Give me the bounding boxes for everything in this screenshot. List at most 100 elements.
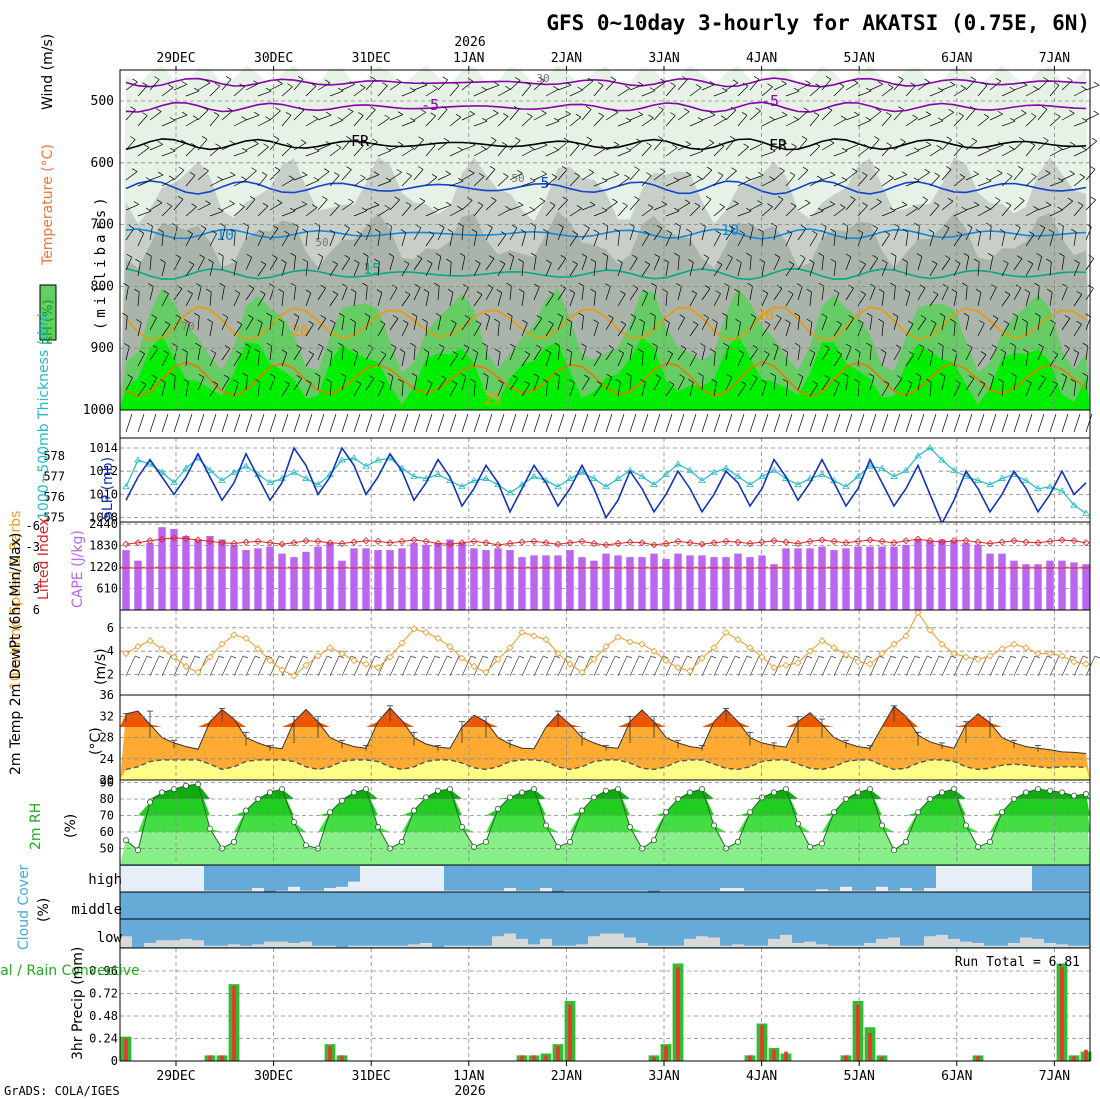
cloud-level-label: high (88, 872, 122, 888)
wind-barb-flag (151, 314, 157, 318)
wind-barb-flag (694, 202, 701, 207)
thickness-point (1022, 476, 1030, 483)
cloud-high-bar (192, 866, 204, 892)
cloud-low-bar (588, 936, 600, 947)
wind-barb (341, 286, 348, 301)
wind-barb (965, 204, 980, 211)
cloud-low-bar (720, 945, 732, 947)
wind-barb (737, 210, 752, 217)
wind-barb (1001, 323, 1010, 337)
wind-barb (269, 169, 281, 181)
wind-barb (701, 257, 709, 271)
wind-barb-flag (172, 343, 178, 347)
wind-tick-label: 2 (107, 668, 114, 682)
lifted-index-point (638, 539, 646, 547)
lifted-index-point (602, 541, 610, 549)
rh-point (699, 786, 706, 793)
wind-barb-flag (199, 254, 205, 258)
cloud-high-bar (1080, 890, 1092, 892)
wind-barb (437, 286, 440, 301)
wind-barb (989, 80, 1002, 91)
wind-barb-flag (1024, 289, 1030, 293)
wind-barb-flag (541, 141, 548, 146)
wind-barb-flag (906, 380, 913, 384)
wind-barb-flag (214, 82, 221, 87)
wind-barb (557, 226, 564, 241)
wind-barb-flag (130, 136, 136, 140)
wind10-point (890, 640, 898, 648)
isotherm-minus10 (125, 77, 1087, 88)
wind-barb (665, 233, 672, 247)
wind-barb (233, 293, 241, 307)
wind-barb-flag (700, 343, 706, 347)
wind-barb-flag (249, 195, 256, 200)
wind-barb-flag (332, 260, 338, 265)
wind-barb (269, 316, 272, 331)
wind-barb-flag (661, 201, 668, 205)
wind-barb-flag (902, 228, 909, 233)
wind-barb (1025, 116, 1037, 127)
cape-bar (974, 544, 982, 610)
wind-barb (977, 116, 990, 127)
wind-barb-flag (181, 111, 188, 116)
cloud-high-bar (468, 890, 480, 892)
wind-10m-barb (401, 655, 412, 677)
slp-tick-label: 1012 (89, 464, 118, 478)
cloud-low-bar (840, 945, 852, 947)
wind-10m-barb-flag (866, 655, 873, 659)
cloud-low-bar (636, 942, 648, 947)
wind-barb (125, 286, 129, 301)
wind-barb (677, 286, 682, 301)
wind-barb-flag (793, 116, 799, 120)
wind-barb (521, 116, 533, 127)
wind-barb-flag (874, 136, 880, 140)
wind-barb (833, 180, 847, 187)
precip-conv-bar (880, 1057, 884, 1061)
wind-10m-barb (881, 655, 892, 677)
wind-barb (581, 172, 594, 181)
wind-barb (341, 201, 354, 211)
wind-barb (245, 317, 254, 331)
wind-barb (833, 354, 843, 367)
wind-barb (581, 346, 587, 361)
wind-barb-flag (455, 113, 462, 118)
wind10-point (830, 644, 838, 652)
wind-10m-barb (641, 655, 652, 677)
cape-bar (554, 555, 562, 610)
wind-barb (281, 145, 293, 157)
wind-barb (425, 234, 435, 247)
lifted-index-point (134, 539, 142, 547)
wind-barb-flag (769, 116, 775, 121)
wind-barb-flag (263, 143, 269, 148)
wind-barb (221, 143, 235, 151)
date-label-top: 31DEC (352, 51, 391, 66)
wind-barb (617, 88, 630, 97)
wind-barb-flag (477, 201, 484, 206)
wind-barb-flag (963, 313, 970, 317)
wind-barb (785, 264, 795, 277)
wind-barb (317, 82, 331, 91)
wind-barb (245, 376, 248, 391)
wind-barb-flag (624, 85, 630, 89)
wind-barb-flag (403, 260, 410, 265)
wind-barb (197, 203, 211, 211)
wind-barb-flag (260, 261, 267, 265)
wind-barb (377, 292, 383, 307)
wind-barb-flag (892, 313, 899, 317)
cape-bar (626, 557, 634, 610)
wind-barb-flag (716, 261, 723, 265)
wind-10m-barb (929, 655, 940, 677)
wind-barb (665, 384, 675, 397)
pressure-tick-label: 700 (91, 218, 114, 233)
cape-bar (362, 548, 370, 610)
lifted-index-point (494, 541, 502, 549)
surface-wind-barb (413, 413, 421, 433)
wind-barb-flag (348, 198, 354, 203)
wind-barb (1013, 200, 1025, 211)
thickness-point (866, 462, 874, 469)
wind-barb (389, 376, 394, 391)
wind-barb (581, 139, 592, 151)
wind-barb (1073, 382, 1077, 397)
wind-barb (353, 145, 364, 157)
